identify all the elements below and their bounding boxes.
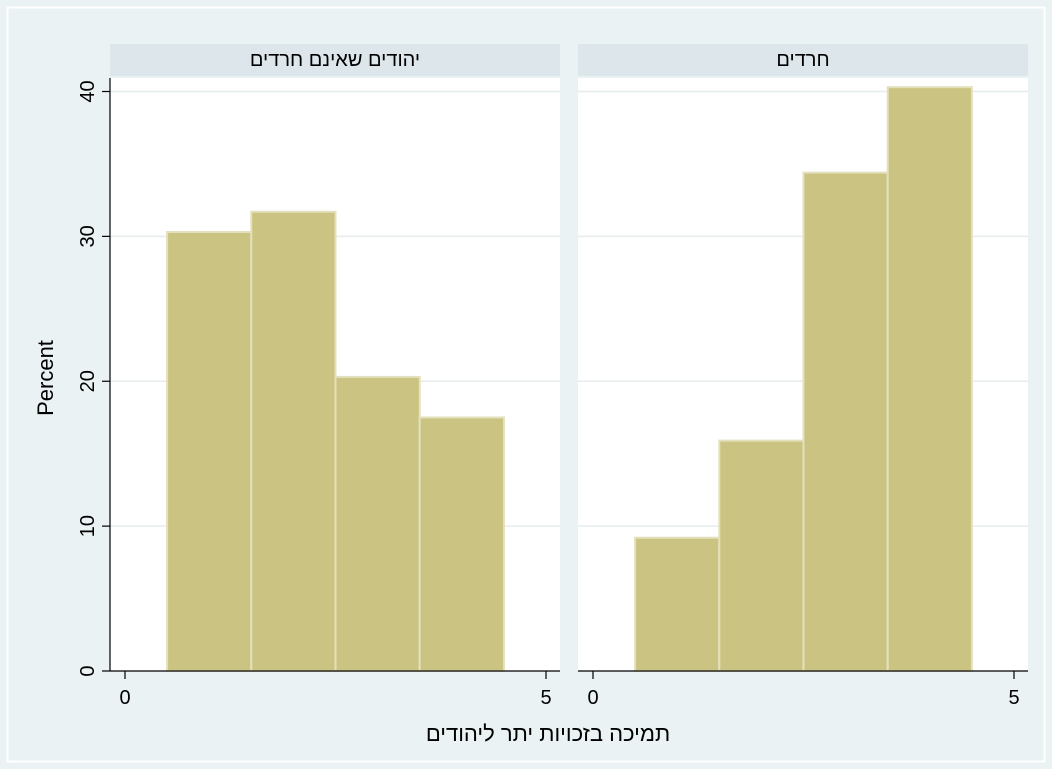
histogram-bar: [251, 212, 335, 671]
x-tick-label: 5: [1008, 687, 1019, 709]
panel-1: יהודים שאינם חרדים 0 5: [110, 44, 560, 709]
histogram-bar: [336, 377, 420, 671]
x-tick-label: 5: [540, 687, 551, 709]
x-tick-label: 0: [119, 687, 130, 709]
panel-title: יהודים שאינם חרדים: [250, 49, 420, 71]
y-axis-title: Percent: [33, 340, 58, 416]
histogram-bar: [167, 232, 251, 671]
x-tick-label: 0: [587, 687, 598, 709]
y-tick-label: 20: [77, 370, 99, 392]
y-tick-label: 10: [77, 515, 99, 537]
y-tick-label: 40: [77, 80, 99, 102]
histogram-bar: [719, 441, 803, 671]
panel-2: חרדים 0 5: [578, 44, 1028, 709]
panel-title: חרדים: [776, 49, 829, 71]
y-tick-label: 0: [77, 665, 99, 676]
x-axis-title: תמיכה בזכויות יתר ליהודים: [426, 721, 670, 746]
histogram-bar: [635, 538, 719, 671]
histogram-bar: [888, 87, 972, 671]
histogram-bar: [804, 173, 888, 671]
histogram-bar: [420, 417, 504, 671]
y-tick-label: 30: [77, 225, 99, 247]
